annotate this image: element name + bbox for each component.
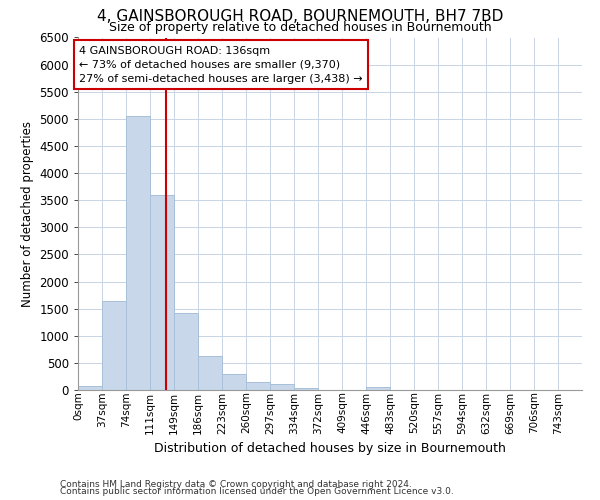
Text: Contains HM Land Registry data © Crown copyright and database right 2024.: Contains HM Land Registry data © Crown c… — [60, 480, 412, 489]
Text: 4, GAINSBOROUGH ROAD, BOURNEMOUTH, BH7 7BD: 4, GAINSBOROUGH ROAD, BOURNEMOUTH, BH7 7… — [97, 9, 503, 24]
Bar — [102, 300, 126, 390]
Bar — [174, 313, 198, 390]
Text: Contains public sector information licensed under the Open Government Licence v3: Contains public sector information licen… — [60, 487, 454, 496]
Bar — [366, 386, 390, 390]
Text: Size of property relative to detached houses in Bournemouth: Size of property relative to detached ho… — [109, 21, 491, 34]
Bar — [126, 116, 150, 390]
Bar — [198, 356, 222, 390]
Bar — [78, 386, 102, 390]
Bar — [222, 374, 246, 390]
Text: 4 GAINSBOROUGH ROAD: 136sqm
← 73% of detached houses are smaller (9,370)
27% of : 4 GAINSBOROUGH ROAD: 136sqm ← 73% of det… — [79, 46, 363, 84]
Bar — [246, 382, 270, 390]
Bar — [150, 196, 174, 390]
X-axis label: Distribution of detached houses by size in Bournemouth: Distribution of detached houses by size … — [154, 442, 506, 455]
Bar — [294, 388, 318, 390]
Bar — [270, 384, 294, 390]
Y-axis label: Number of detached properties: Number of detached properties — [21, 120, 34, 306]
